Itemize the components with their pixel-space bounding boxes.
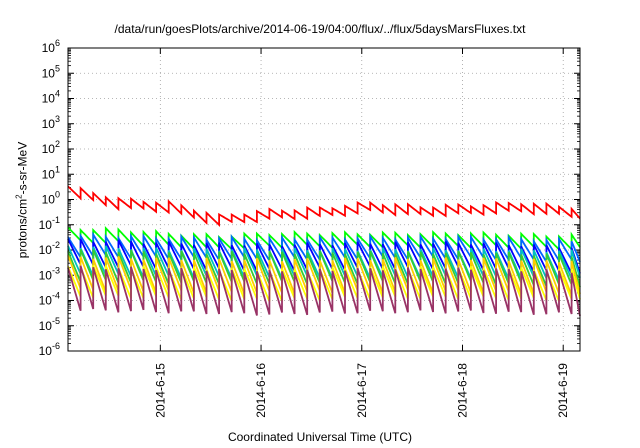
y-tick-label: 10-4 [39, 291, 60, 308]
y-tick-label: 10-1 [39, 215, 60, 232]
y-tick-label: 10-6 [39, 341, 60, 358]
series-line-1 [67, 185, 581, 227]
plot-frame [67, 47, 581, 352]
x-axis-label: Coordinated Universal Time (UTC) [227, 430, 413, 444]
y-tick-label: 102 [42, 139, 60, 156]
y-tick-label: 100 [42, 190, 60, 207]
x-tick-label: 2014-6-15 [153, 363, 167, 418]
y-tick-label: 10-3 [39, 265, 60, 282]
y-tick-label: 105 [42, 63, 60, 80]
y-tick-label: 101 [42, 164, 60, 181]
chart-title: /data/run/goesPlots/archive/2014-06-19/0… [114, 22, 526, 36]
x-tick-label: 2014-6-19 [556, 363, 570, 418]
x-tick-label: 2014-6-16 [254, 363, 268, 418]
y-tick-label: 106 [42, 38, 60, 55]
x-tick-label: 2014-6-18 [455, 363, 469, 418]
y-tick-label: 10-5 [39, 316, 60, 333]
series-line-9 [67, 265, 581, 317]
y-tick-label: 104 [42, 89, 60, 106]
y-tick-label: 103 [42, 114, 60, 131]
x-tick-label: 2014-6-17 [355, 363, 369, 418]
y-tick-label: 10-2 [39, 240, 60, 257]
